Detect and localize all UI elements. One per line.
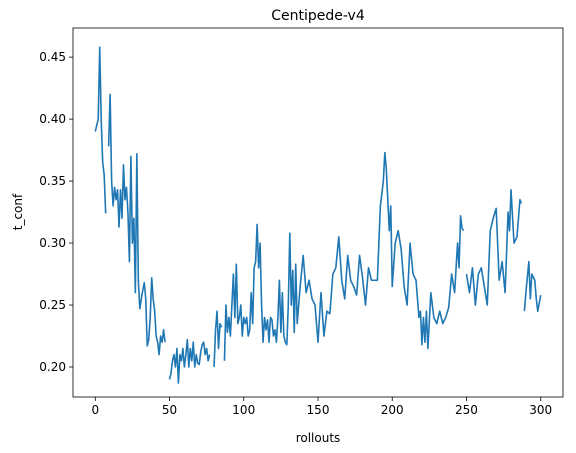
- y-tick-label: 0.35: [39, 174, 66, 188]
- y-tick-label: 0.45: [39, 50, 66, 64]
- x-tick-label: 100: [232, 403, 255, 417]
- x-tick-label: 200: [381, 403, 404, 417]
- x-tick-label: 300: [529, 403, 552, 417]
- y-tick-label: 0.40: [39, 112, 66, 126]
- x-tick-label: 250: [455, 403, 478, 417]
- y-axis-label: t_conf: [11, 193, 25, 230]
- data-line: [94, 46, 542, 384]
- x-tick-label: 150: [307, 403, 330, 417]
- x-axis-label: rollouts: [296, 431, 341, 445]
- x-tick-label: 50: [162, 403, 177, 417]
- y-tick-label: 0.25: [39, 298, 66, 312]
- plot-frame: [72, 27, 564, 398]
- x-tick-label: 0: [91, 403, 99, 417]
- y-tick-label: 0.30: [39, 236, 66, 250]
- y-tick-label: 0.20: [39, 360, 66, 374]
- chart-title: Centipede-v4: [271, 8, 365, 24]
